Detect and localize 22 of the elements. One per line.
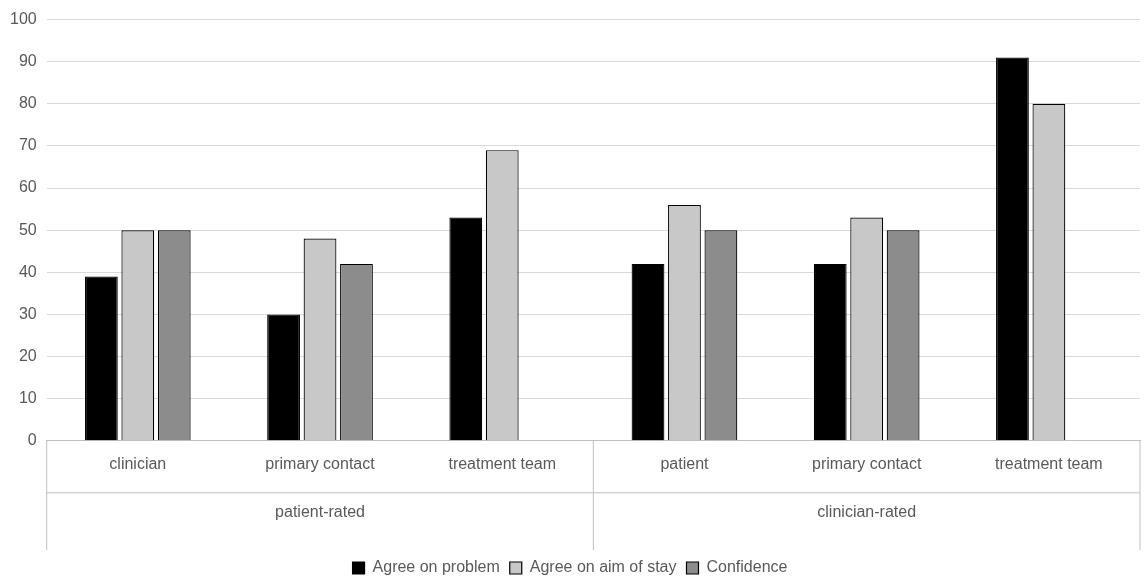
- y-tick-label: 100: [9, 10, 37, 28]
- y-tick-label: 10: [18, 389, 37, 407]
- text: patient-rated: [275, 503, 365, 521]
- x-tick-label: treatment team: [995, 454, 1103, 472]
- x-tick-label: treatment team: [448, 454, 557, 472]
- x-tick-label: clinician: [109, 454, 167, 472]
- y-tick-label: 60: [18, 178, 37, 196]
- x-tick-label: primary contact: [265, 454, 376, 472]
- legend-label: Confidence: [706, 558, 788, 576]
- y-tick-label: 70: [18, 136, 37, 154]
- y-tick-label: 40: [18, 262, 37, 280]
- legend-label: Agree on aim of stay: [529, 558, 677, 576]
- legend-label: Agree on problem: [372, 558, 500, 576]
- y-tick-label: 50: [18, 220, 37, 238]
- y-tick-label: 20: [18, 346, 37, 364]
- x-tick-label: patient: [660, 454, 710, 472]
- y-tick-label: 0: [27, 431, 37, 449]
- y-tick-label: 90: [18, 52, 37, 70]
- y-tick-label: 80: [18, 94, 37, 112]
- x-tick-label: primary contact: [811, 454, 922, 472]
- text: clinician-rated: [817, 503, 917, 521]
- y-tick-label: 30: [18, 304, 37, 322]
